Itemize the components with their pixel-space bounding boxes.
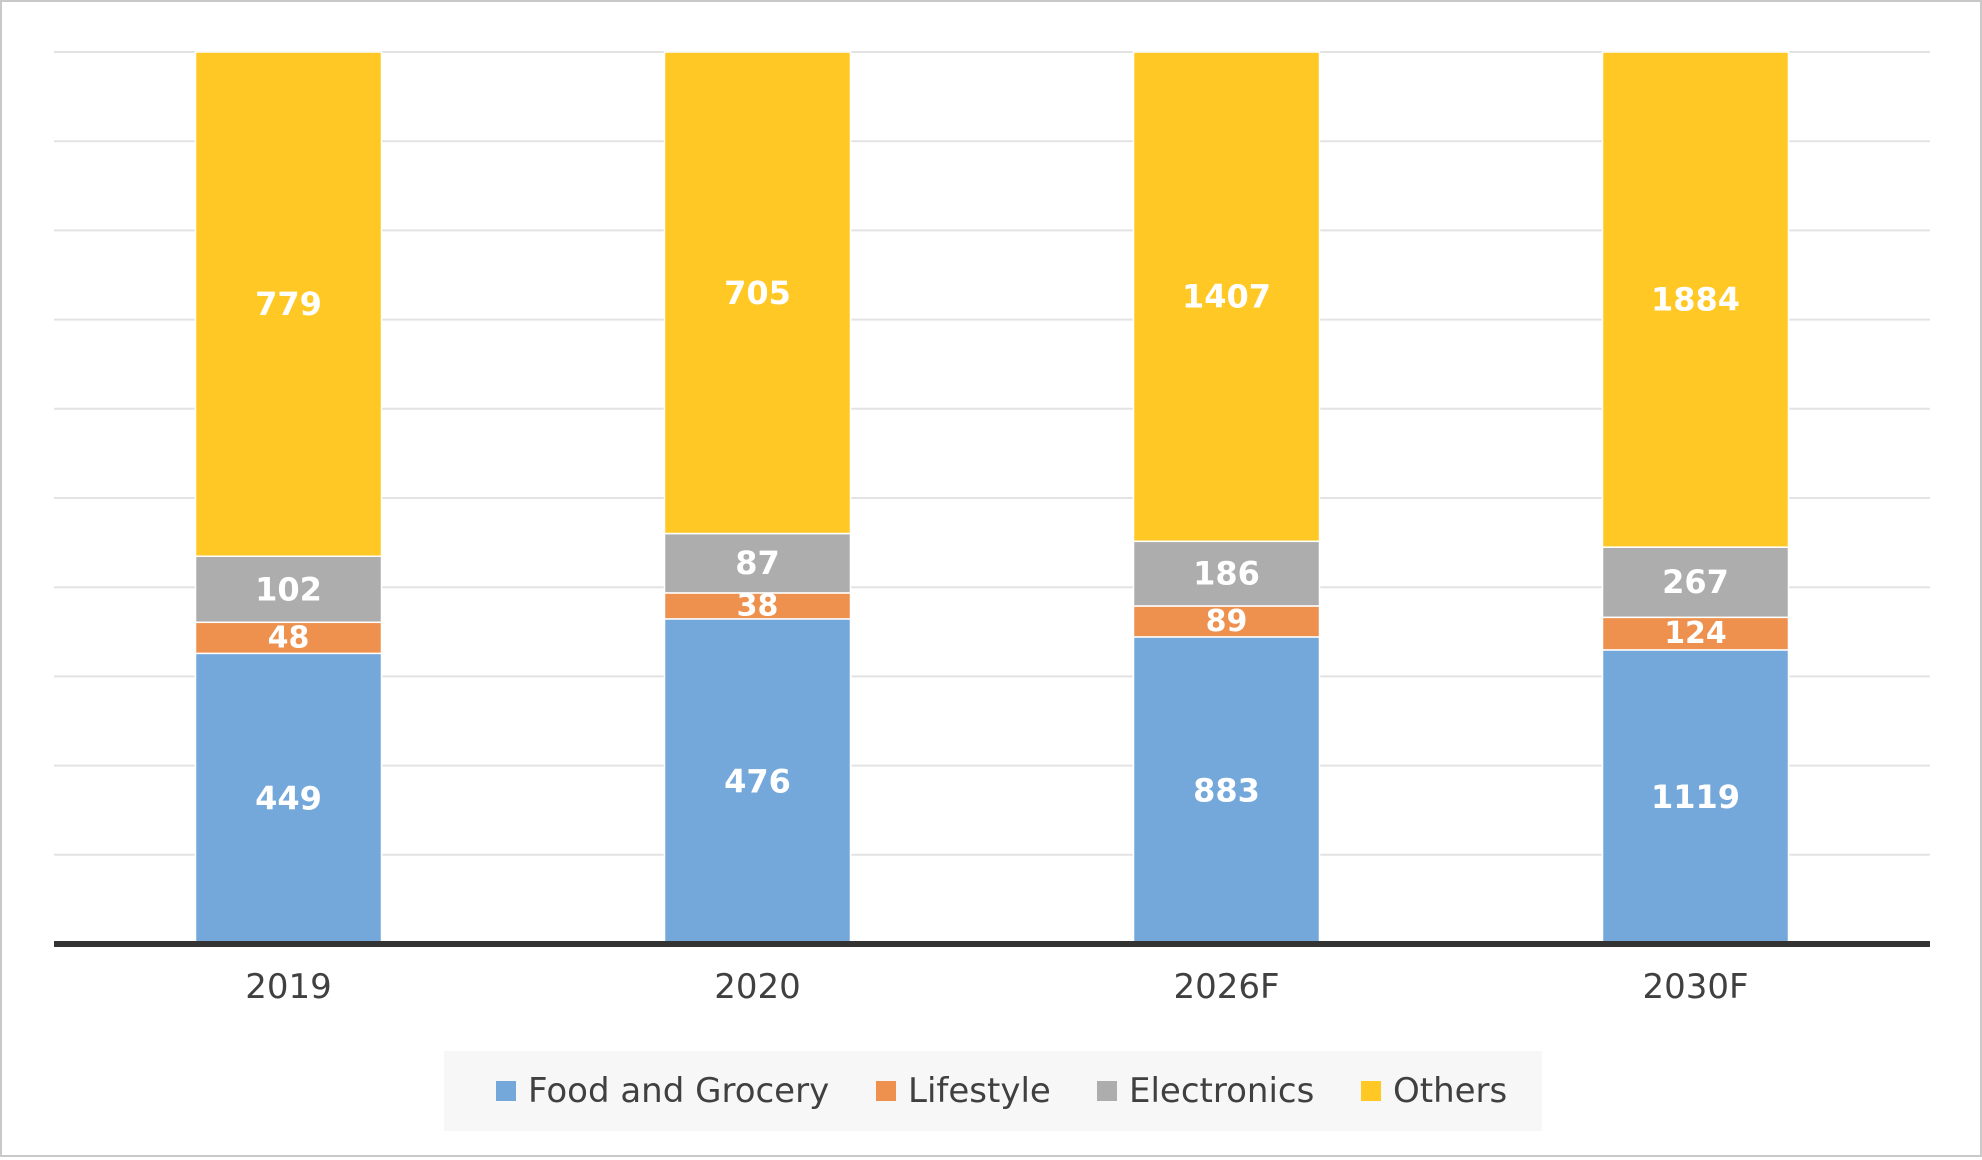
bar-stacks: 449 48 102 779 476 38 87 705 883 89 186 1407 1119 124… [194, 51, 1790, 945]
data-label: 883 [1193, 771, 1260, 809]
x-tick-label: 2030F [1642, 967, 1748, 1007]
bar-segment-others [1132, 51, 1321, 543]
bar-segment-others [194, 51, 383, 558]
data-label: 449 [255, 780, 322, 818]
legend-label-lifestyle: Lifestyle [908, 1071, 1051, 1111]
legend-label-food-and-grocery: Food and Grocery [528, 1071, 829, 1111]
bar-segment-lifestyle [1601, 616, 1790, 651]
data-label: 186 [1193, 555, 1260, 593]
legend-swatch-lifestyle [876, 1081, 896, 1101]
data-label: 1119 [1651, 778, 1740, 816]
data-label: 1407 [1182, 278, 1271, 316]
bar-segment-food-and-grocery [1601, 649, 1790, 945]
legend-background [444, 1051, 1542, 1131]
legend-swatch-others [1361, 1081, 1381, 1101]
legend: Food and Grocery Lifestyle Electronics Othe… [444, 1051, 1542, 1131]
data-label: 102 [255, 570, 322, 608]
bar-segment-others [1601, 51, 1790, 548]
bar-segment-electronics [1601, 546, 1790, 619]
data-label: 124 [1664, 616, 1727, 651]
data-label: 48 [268, 620, 310, 655]
data-label: 87 [735, 544, 780, 582]
bar-segment-lifestyle [194, 621, 383, 655]
bar-segment-electronics [194, 555, 383, 624]
legend-label-others: Others [1393, 1071, 1507, 1111]
x-tick-label: 2019 [245, 967, 332, 1007]
x-tick-label: 2020 [714, 967, 801, 1007]
data-label: 779 [255, 285, 322, 323]
bar-segment-lifestyle [1132, 605, 1321, 638]
data-label: 1884 [1651, 281, 1740, 319]
data-label: 476 [724, 762, 791, 800]
bar-segment-others [663, 51, 852, 535]
bar-segment-food-and-grocery [1132, 636, 1321, 945]
legend-swatch-food-and-grocery [496, 1081, 516, 1101]
data-label: 705 [724, 274, 791, 312]
legend-label-electronics: Electronics [1129, 1071, 1314, 1111]
bar-segment-food-and-grocery [663, 618, 852, 945]
data-label: 267 [1662, 563, 1729, 601]
data-label: 89 [1206, 604, 1248, 639]
x-tick-label: 2026F [1173, 967, 1279, 1007]
bar-segment-electronics [1132, 540, 1321, 607]
data-label: 38 [737, 588, 779, 623]
bar-segment-electronics [663, 532, 852, 594]
legend-swatch-electronics [1097, 1081, 1117, 1101]
x-axis-tick-labels: 2019 2020 2026F 2030F [245, 967, 1748, 1007]
